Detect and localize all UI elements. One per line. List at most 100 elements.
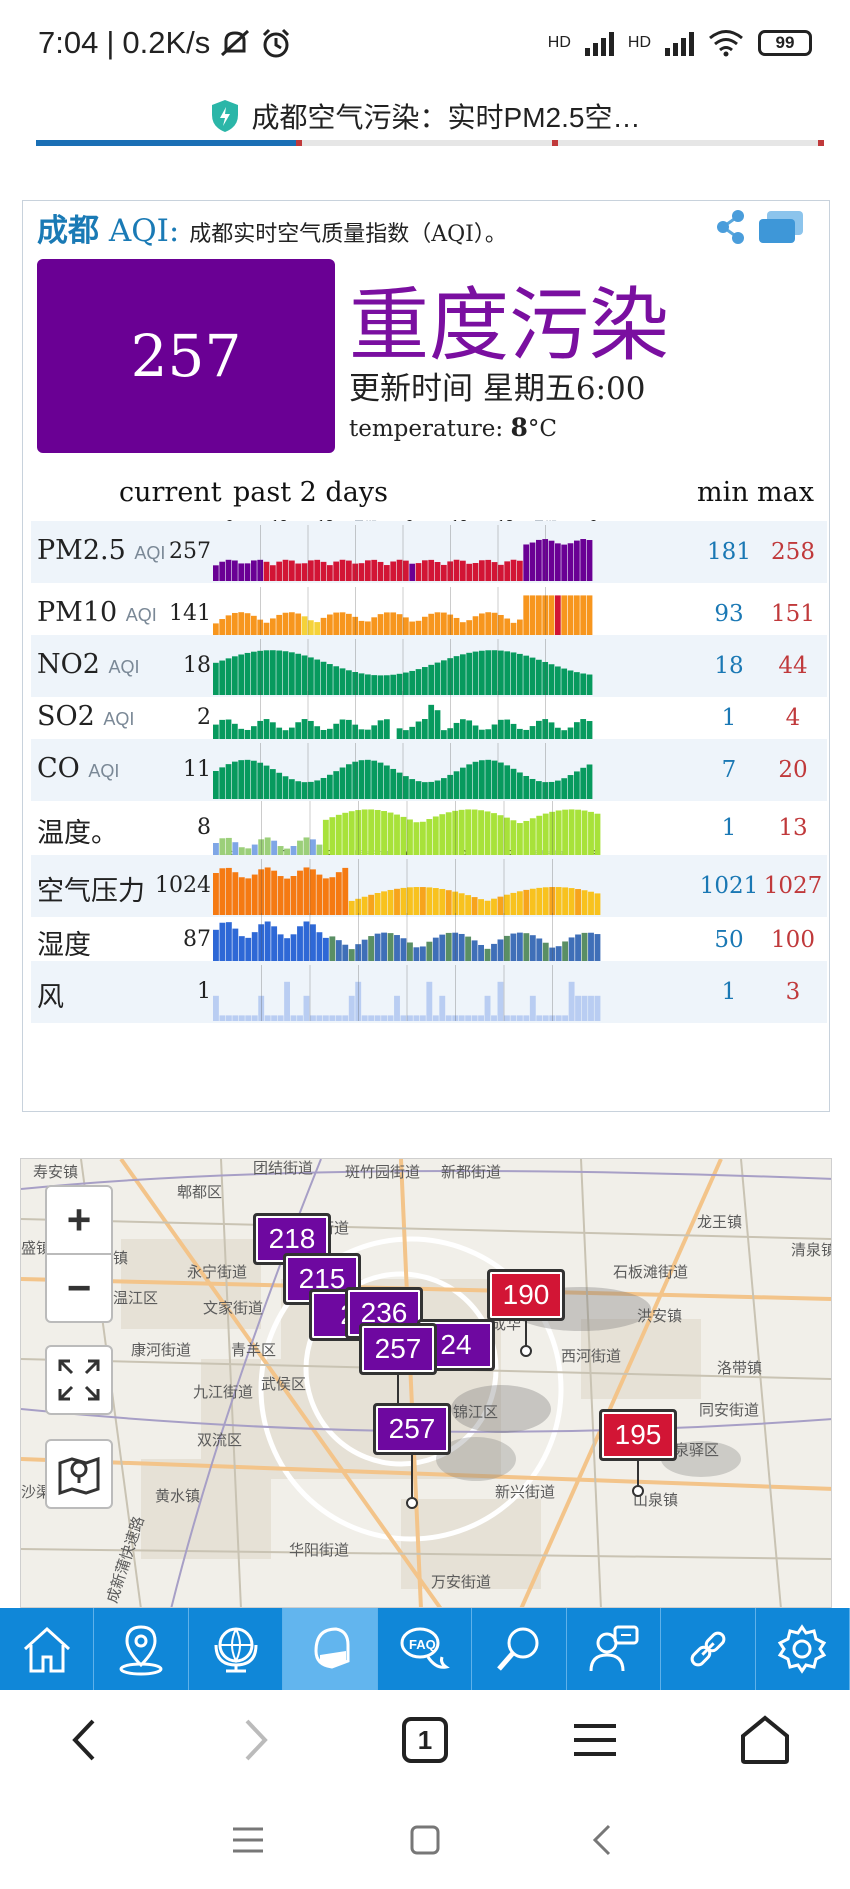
pollutant-name-text: 空气压力 xyxy=(37,876,145,907)
map-place-label: 团结街道 xyxy=(253,1160,314,1177)
tab-faq[interactable]: FAQ xyxy=(378,1608,473,1690)
pollutant-unit: AQI xyxy=(134,543,166,563)
battery-icon: 99 xyxy=(758,30,812,56)
browser-title-bar[interactable]: 成都空气污染：实时PM2.5空… xyxy=(0,86,850,146)
sparkline[interactable] xyxy=(213,743,593,799)
map-background xyxy=(21,1159,831,1607)
max-value: 151 xyxy=(771,601,815,627)
pollutant-row: 温度。 8 1 13 xyxy=(31,797,827,859)
page-title: 成都空气污染：实时PM2.5空… xyxy=(251,102,641,133)
sparkline[interactable] xyxy=(213,965,601,1021)
home-icon xyxy=(23,1626,70,1673)
station-marker[interactable]: 195 xyxy=(599,1409,677,1461)
signal-icon xyxy=(584,30,614,56)
current-value: 257 xyxy=(169,539,211,564)
tab-globe[interactable] xyxy=(189,1608,284,1690)
map-place-label: 石板滩街道 xyxy=(613,1264,689,1281)
tab-link[interactable] xyxy=(661,1608,756,1690)
tab-count: 1 xyxy=(417,1724,433,1755)
fullscreen-button[interactable] xyxy=(45,1345,113,1415)
sparkline[interactable] xyxy=(213,639,593,695)
sparkline[interactable] xyxy=(213,525,593,581)
aqi-map[interactable]: 寿安镇郫都区团结街道斑竹园街道新都街道龙王镇安靖街道盛镇天府镇永宁街道清泉镇石板… xyxy=(20,1158,832,1608)
map-place-label: 洛带镇 xyxy=(717,1360,763,1377)
sparkline[interactable] xyxy=(213,913,601,969)
location-pin-icon xyxy=(119,1625,163,1676)
pollutant-name-text: 温度。 xyxy=(37,818,118,849)
menu-icon xyxy=(574,1724,616,1756)
tab-home[interactable] xyxy=(0,1608,95,1690)
map-place-label: 华阳街道 xyxy=(289,1542,350,1559)
station-marker[interactable]: 257 xyxy=(373,1403,451,1455)
aqi-value-box: 257 xyxy=(37,259,335,453)
fullscreen-icon xyxy=(58,1359,100,1401)
sparkline[interactable] xyxy=(213,691,593,747)
pollution-level: 重度污染 xyxy=(349,279,669,372)
pollutant-name: NO2 AQI xyxy=(37,649,140,680)
home-button[interactable] xyxy=(725,1700,805,1780)
marker-pin-dot xyxy=(632,1485,644,1497)
pollutant-row: NO2 AQI 18 18 44 xyxy=(31,635,827,697)
zoom-out-button[interactable]: − xyxy=(45,1253,113,1323)
faq-icon: FAQ xyxy=(400,1627,451,1669)
sparkline[interactable] xyxy=(213,859,601,915)
tab-support[interactable] xyxy=(567,1608,662,1690)
map-place-label: 斑竹园街道 xyxy=(345,1164,421,1181)
pollutant-name-text: CO xyxy=(37,753,80,784)
aqi-value: 257 xyxy=(130,322,242,390)
sparkline[interactable] xyxy=(213,801,601,857)
zoom-in-button[interactable]: + xyxy=(45,1185,113,1255)
city-name[interactable]: 成都 xyxy=(37,213,99,249)
map-place-label: 文家街道 xyxy=(203,1300,264,1317)
map-place-label: 康河街道 xyxy=(131,1342,192,1359)
tab-mask[interactable] xyxy=(283,1608,378,1690)
map-place-label: 九江街道 xyxy=(193,1384,254,1401)
max-value: 3 xyxy=(785,979,801,1005)
menu-button[interactable] xyxy=(555,1700,635,1780)
system-back-button[interactable] xyxy=(572,1810,632,1870)
min-value: 50 xyxy=(714,927,744,953)
header-past: past 2 days xyxy=(233,477,388,508)
pollutant-unit: AQI xyxy=(125,605,157,625)
chevron-right-icon xyxy=(245,1719,268,1761)
network-speed: 0.2K/s xyxy=(122,25,211,60)
marker-pin-dot xyxy=(520,1345,532,1357)
chevron-left-icon xyxy=(72,1719,95,1761)
map-place-label: 龙王镇 xyxy=(697,1214,743,1231)
map-place-label: 寿安镇 xyxy=(33,1164,79,1181)
pollutant-unit: AQI xyxy=(103,709,135,729)
min-value: 1 xyxy=(721,815,737,841)
map-place-label: 郫都区 xyxy=(177,1184,223,1201)
windows-icon[interactable] xyxy=(755,207,807,247)
recent-apps-button[interactable] xyxy=(218,1810,278,1870)
panel-header: 成都 AQI: 成都实时空气质量指数（AQI）。 xyxy=(37,205,507,250)
map-place-label: 万安街道 xyxy=(431,1574,492,1591)
tabs-button[interactable]: 1 xyxy=(385,1700,465,1780)
support-icon xyxy=(589,1625,639,1672)
system-home-button[interactable] xyxy=(395,1810,455,1870)
pollutant-row: PM10 AQI 141 93 151 xyxy=(31,583,827,645)
forward-button[interactable] xyxy=(215,1700,295,1780)
map-place-label: 洪安镇 xyxy=(637,1308,683,1325)
tab-settings[interactable] xyxy=(756,1608,850,1690)
header-min: min xyxy=(697,477,749,508)
net-type-2: HD xyxy=(627,34,651,51)
sparkline[interactable] xyxy=(213,587,593,643)
pollutant-row: CO AQI 11 7 20 xyxy=(31,739,827,801)
search-icon xyxy=(497,1627,539,1671)
map-place-label: 黄水镇 xyxy=(155,1488,201,1505)
tab-location[interactable] xyxy=(94,1608,189,1690)
pollutant-name: PM10 AQI xyxy=(37,597,157,628)
station-marker[interactable]: 190 xyxy=(487,1269,565,1321)
tab-search[interactable] xyxy=(472,1608,567,1690)
square-icon xyxy=(410,1825,440,1854)
temperature-unit: °C xyxy=(527,416,557,442)
back-button[interactable] xyxy=(45,1700,125,1780)
pollutant-name-text: 风 xyxy=(37,982,64,1013)
share-icon[interactable] xyxy=(711,207,751,247)
current-value: 2 xyxy=(197,705,211,730)
current-value: 141 xyxy=(169,601,211,626)
map-layers-button[interactable] xyxy=(45,1439,113,1509)
station-marker[interactable]: 257 xyxy=(359,1323,437,1375)
min-value: 181 xyxy=(707,539,751,565)
